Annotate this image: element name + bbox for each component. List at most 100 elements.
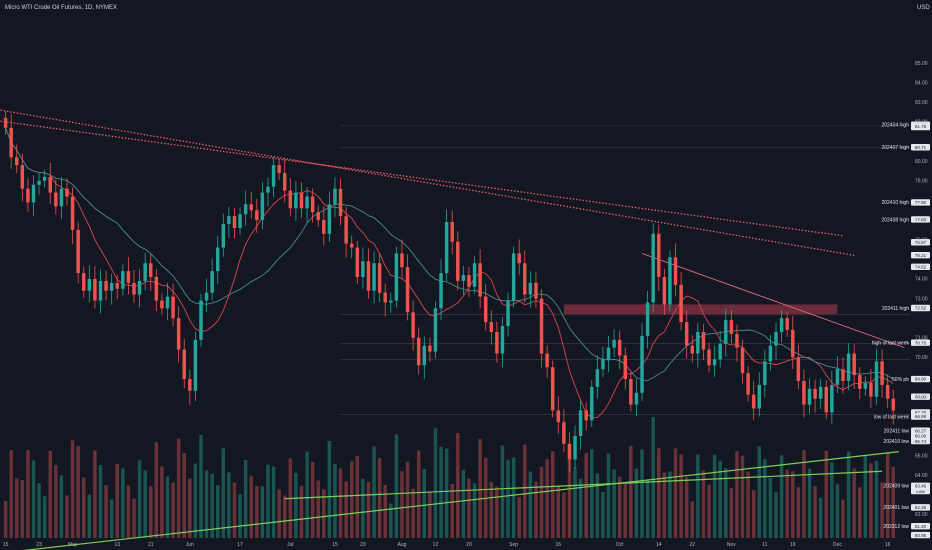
level-price-tag	[911, 523, 930, 530]
level-price-tag-text: 63.46	[915, 483, 927, 488]
volume-bar	[729, 488, 734, 538]
candle-body	[149, 263, 153, 277]
volume-bar	[802, 450, 806, 538]
candle-body	[617, 339, 622, 356]
level-price-tag-text: 65.74	[915, 439, 927, 444]
volume-bar	[26, 450, 30, 538]
candle-body	[500, 326, 505, 354]
candle-body	[310, 196, 315, 213]
y-axis-tick-label: 85.00	[915, 61, 928, 67]
candle-body	[98, 280, 103, 301]
candle-body	[495, 331, 499, 354]
candle-body	[735, 333, 739, 348]
candle-body	[712, 359, 717, 366]
volume-bar	[450, 484, 454, 538]
candle-body	[612, 339, 616, 348]
level-price-tag-text: 66.99	[915, 414, 927, 419]
candle-body	[227, 216, 231, 224]
candle-body	[483, 296, 488, 323]
candle-body	[215, 247, 220, 272]
volume-bar	[149, 486, 153, 538]
candle-body	[796, 357, 801, 381]
candle-body	[327, 204, 332, 234]
volume-bar	[171, 482, 175, 538]
volume-bar	[76, 446, 80, 538]
candle-body	[852, 353, 856, 376]
candle-body	[15, 157, 19, 166]
volume-bar	[573, 467, 577, 538]
candle-body	[707, 349, 711, 366]
candle-body	[137, 280, 142, 295]
volume-bar	[668, 471, 672, 538]
candle-body	[807, 388, 812, 405]
candle-body	[294, 192, 298, 209]
candle-body	[813, 388, 817, 399]
candle-body	[634, 392, 639, 405]
x-axis-tick-label: 23	[360, 542, 366, 548]
volume-bar	[82, 477, 86, 538]
candle-body	[54, 192, 58, 207]
x-axis-tick-label: 23	[36, 542, 42, 548]
currency-label: USD	[917, 5, 930, 11]
x-axis-tick-label: Sep	[509, 542, 518, 548]
candle-body	[82, 273, 86, 291]
volume-bar	[37, 483, 41, 538]
volume-bar	[210, 473, 214, 538]
volume-bar	[243, 460, 248, 538]
candle-body	[818, 386, 823, 399]
y-axis-tick-label: 68.00	[915, 394, 928, 400]
candle-body	[467, 275, 471, 287]
candle-body	[76, 229, 80, 274]
level-price-tag	[911, 123, 930, 130]
volume-bar	[461, 469, 466, 538]
candle-body	[333, 188, 337, 205]
level-price-tag-text: 81.78	[915, 124, 927, 129]
volume-bar	[361, 478, 365, 538]
candle-body	[37, 180, 41, 185]
volume-bar	[199, 435, 203, 538]
volume-bar	[182, 453, 186, 538]
candle-body	[400, 253, 404, 268]
volume-bar	[774, 492, 778, 538]
volume-bar	[310, 461, 315, 538]
candle-body	[701, 331, 706, 350]
volume-bar	[645, 479, 650, 538]
volume-bar	[54, 465, 58, 538]
volume-bar	[791, 471, 795, 538]
volume-bar	[238, 494, 242, 538]
candle-body	[684, 322, 689, 346]
level-price-tag	[911, 413, 930, 420]
candle-body	[42, 176, 47, 181]
candle-body	[366, 261, 371, 291]
candle-body	[277, 165, 281, 173]
y-axis-tick-label: 74.00	[915, 277, 928, 283]
candle-body	[740, 347, 745, 374]
volume-bar	[377, 458, 382, 538]
candle-body	[472, 263, 477, 287]
volume-bar	[562, 492, 566, 538]
volume-bar	[768, 477, 773, 538]
volume-bar	[333, 463, 337, 538]
volume-bar	[880, 482, 884, 538]
volume-bar	[416, 450, 421, 538]
volume-bar	[456, 433, 460, 538]
volume-bar	[885, 452, 890, 538]
volume-bar	[160, 466, 164, 538]
volume-bar	[511, 457, 516, 538]
volume-bar	[372, 446, 376, 538]
volume-bar	[188, 478, 192, 538]
candle-body	[830, 384, 834, 413]
volume-bar	[841, 499, 845, 538]
volume-bar	[495, 486, 499, 538]
candle-body	[65, 188, 69, 197]
y-axis-tick-label: 64.00	[915, 473, 928, 479]
volume-bar	[366, 482, 371, 538]
volume-bar	[322, 489, 326, 538]
volume-bar	[830, 462, 834, 538]
x-axis-tick-label: 17	[237, 542, 243, 548]
level-price-tag-text: 74.62	[915, 264, 927, 269]
candle-body	[556, 410, 561, 423]
candle-body	[48, 176, 52, 193]
volume-bar	[818, 497, 823, 538]
candle-body	[422, 345, 427, 366]
